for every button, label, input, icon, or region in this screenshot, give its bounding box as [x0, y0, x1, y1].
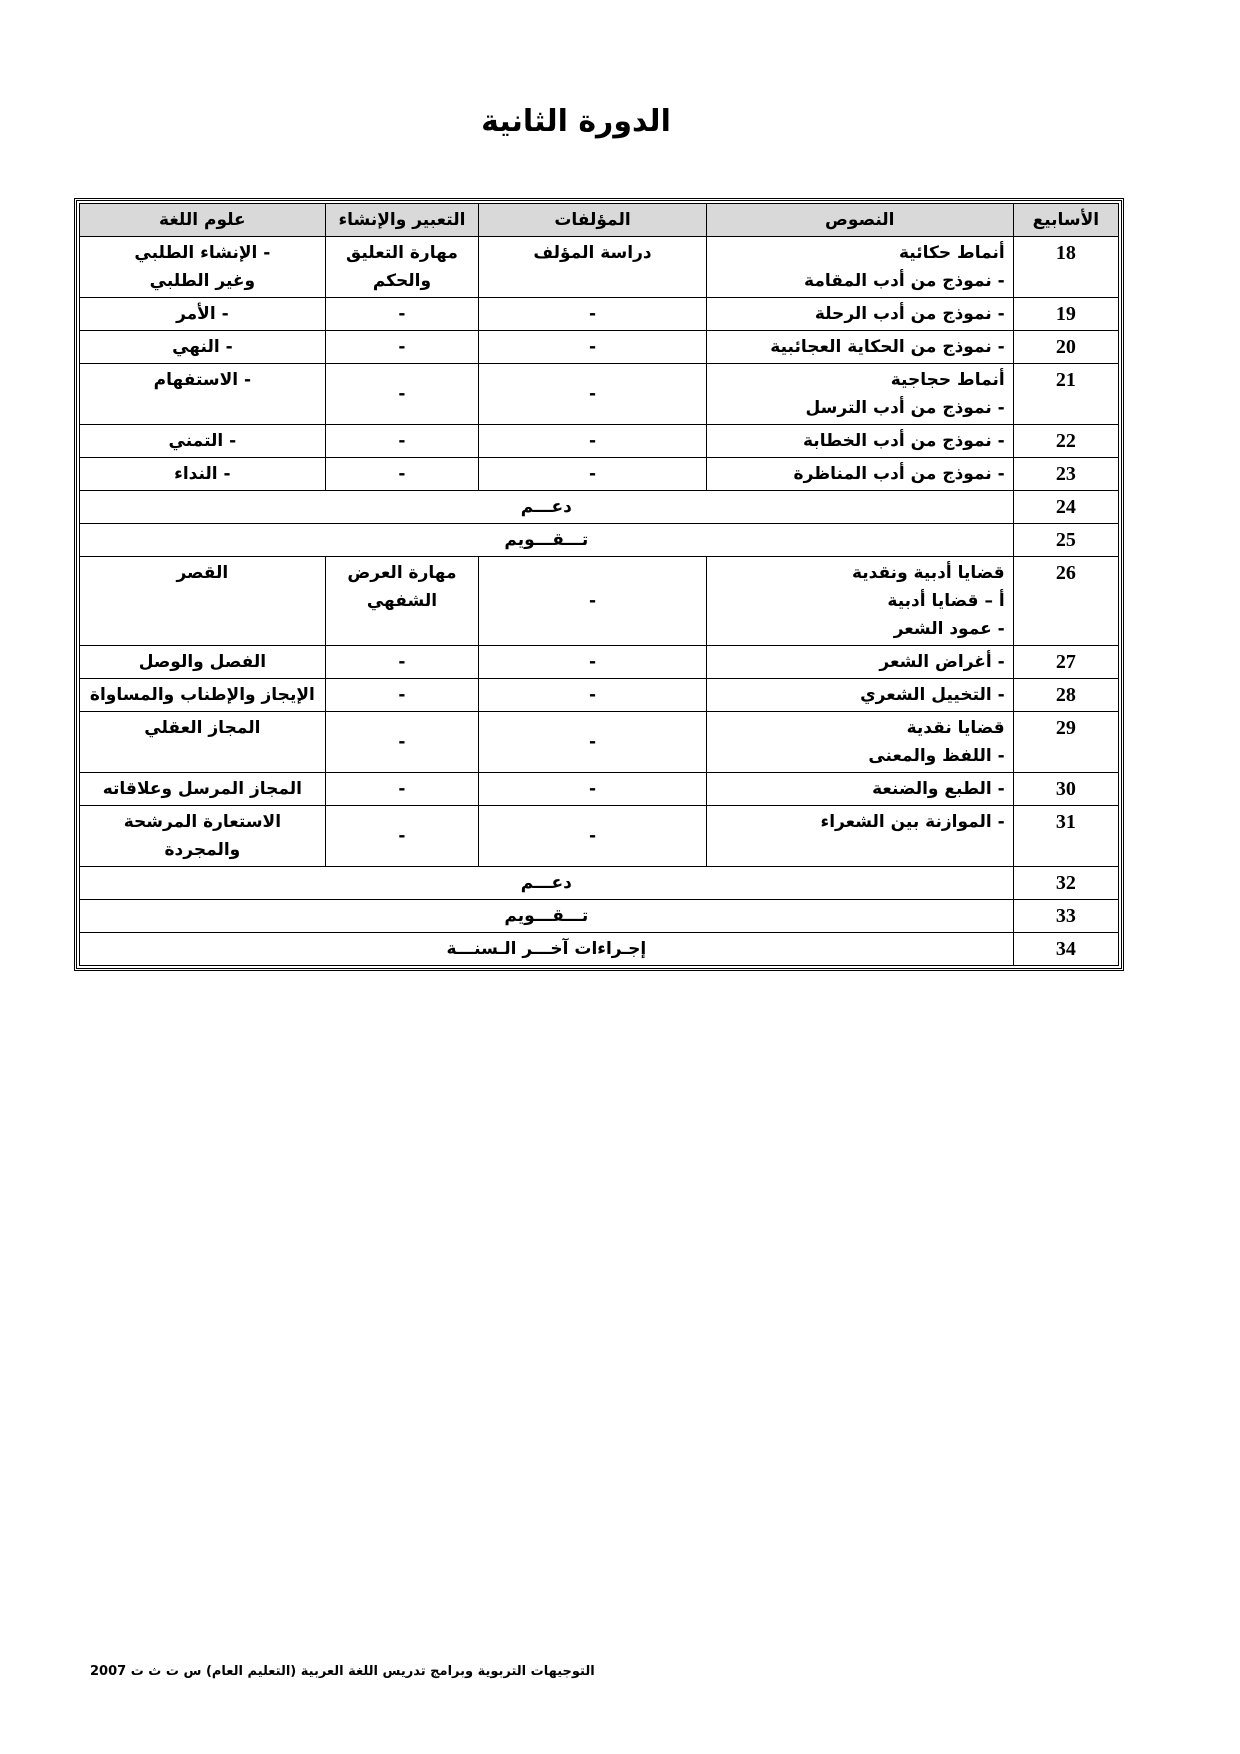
expression-cell: - [324, 772, 480, 806]
language-cell: الإيجاز والإطناب والمساواة [79, 678, 326, 712]
works-cell: - [478, 457, 707, 491]
week-cell: 31 [1012, 805, 1120, 867]
language-cell: المجاز العقلي [79, 711, 326, 773]
works-cell: - [478, 678, 707, 712]
texts-cell: قضايا نقدية - اللفظ والمعنى [705, 711, 1014, 773]
merged-cell: تـــقـــويم [79, 523, 1014, 557]
works-cell: دراسة المؤلف [478, 236, 707, 298]
texts-cell: - نموذج من أدب المناظرة [705, 457, 1014, 491]
week-cell: 28 [1012, 678, 1120, 712]
texts-cell: - نموذج من الحكاية العجائبية [705, 330, 1014, 364]
language-cell: الاستعارة المرشحة والمجردة [79, 805, 326, 867]
table-row: 18 أنماط حكائية - نموذج من أدب المقامة درا… [79, 236, 1120, 298]
language-cell: القصر [79, 556, 326, 646]
table-row: 24 دعـــم [79, 490, 1120, 524]
table-row: 19 - نموذج من أدب الرحلة - - - الأمر [79, 297, 1120, 331]
merged-cell: إجـراءات آخـــر الـسنـــة [79, 932, 1014, 966]
schedule-table: الأسابيع النصوص المؤلفات التعبير والإنشا… [79, 203, 1120, 966]
table-row: 34 إجـراءات آخـــر الـسنـــة [79, 932, 1120, 966]
texts-cell: - نموذج من أدب الخطابة [705, 424, 1014, 458]
texts-cell: - الموازنة بين الشعراء [705, 805, 1014, 867]
header-works: المؤلفات [478, 203, 707, 237]
works-cell: - [478, 330, 707, 364]
table-row: 20 - نموذج من الحكاية العجائبية - - - النهي [79, 330, 1120, 364]
expression-cell: - [324, 805, 480, 867]
table-row: 33 تـــقـــويم [79, 899, 1120, 933]
language-cell: - الإنشاء الطلبي وغير الطلبي [79, 236, 326, 298]
schedule-table-frame: الأسابيع النصوص المؤلفات التعبير والإنشا… [74, 198, 1124, 971]
week-cell: 32 [1012, 866, 1120, 900]
works-cell: - [478, 556, 707, 646]
header-row: الأسابيع النصوص المؤلفات التعبير والإنشا… [79, 203, 1120, 237]
works-cell: - [478, 424, 707, 458]
expression-cell: - [324, 678, 480, 712]
week-cell: 30 [1012, 772, 1120, 806]
expression-cell: - [324, 457, 480, 491]
language-cell: - النداء [79, 457, 326, 491]
language-cell: - التمني [79, 424, 326, 458]
week-cell: 18 [1012, 236, 1120, 298]
language-cell: المجاز المرسل وعلاقاته [79, 772, 326, 806]
page-title: الدورة الثانية [481, 104, 671, 139]
week-cell: 20 [1012, 330, 1120, 364]
texts-cell: - أغراض الشعر [705, 645, 1014, 679]
week-cell: 19 [1012, 297, 1120, 331]
works-cell: - [478, 297, 707, 331]
header-weeks: الأسابيع [1012, 203, 1120, 237]
week-cell: 29 [1012, 711, 1120, 773]
expression-cell: مهارة العرض الشفهي [324, 556, 480, 646]
texts-cell: أنماط حجاجية - نموذج من أدب الترسل [705, 363, 1014, 425]
footer-text: التوجيهات التربوية وبرامج تدريس اللغة ال… [90, 1664, 595, 1679]
week-cell: 24 [1012, 490, 1120, 524]
language-cell: - الأمر [79, 297, 326, 331]
works-cell: - [478, 645, 707, 679]
table-row: 27 - أغراض الشعر - - الفصل والوصل [79, 645, 1120, 679]
header-language: علوم اللغة [79, 203, 326, 237]
language-cell: الفصل والوصل [79, 645, 326, 679]
works-cell: - [478, 711, 707, 773]
header-expression: التعبير والإنشاء [324, 203, 480, 237]
table-row: 28 - التخييل الشعري - - الإيجاز والإطناب وا… [79, 678, 1120, 712]
week-cell: 34 [1012, 932, 1120, 966]
works-cell: - [478, 363, 707, 425]
week-cell: 21 [1012, 363, 1120, 425]
texts-cell: - التخييل الشعري [705, 678, 1014, 712]
week-cell: 23 [1012, 457, 1120, 491]
expression-cell: - [324, 363, 480, 425]
works-cell: - [478, 772, 707, 806]
expression-cell: - [324, 711, 480, 773]
texts-cell: - الطبع والضنعة [705, 772, 1014, 806]
table-row: 25 تـــقـــويم [79, 523, 1120, 557]
merged-cell: تـــقـــويم [79, 899, 1014, 933]
week-cell: 27 [1012, 645, 1120, 679]
works-cell: - [478, 805, 707, 867]
texts-cell: قضايا أدبية ونقدية أ – قضايا أدبية - عمو… [705, 556, 1014, 646]
merged-cell: دعـــم [79, 866, 1014, 900]
texts-cell: أنماط حكائية - نموذج من أدب المقامة [705, 236, 1014, 298]
table-row: 26 قضايا أدبية ونقدية أ – قضايا أدبية - … [79, 556, 1120, 646]
table-row: 21 أنماط حجاجية - نموذج من أدب الترسل - - - … [79, 363, 1120, 425]
table-row: 32 دعـــم [79, 866, 1120, 900]
week-cell: 33 [1012, 899, 1120, 933]
merged-cell: دعـــم [79, 490, 1014, 524]
header-texts: النصوص [705, 203, 1014, 237]
week-cell: 25 [1012, 523, 1120, 557]
table-row: 22 - نموذج من أدب الخطابة - - - التمني [79, 424, 1120, 458]
week-cell: 22 [1012, 424, 1120, 458]
table-row: 23 - نموذج من أدب المناظرة - - - النداء [79, 457, 1120, 491]
expression-cell: - [324, 645, 480, 679]
expression-cell: - [324, 297, 480, 331]
texts-cell: - نموذج من أدب الرحلة [705, 297, 1014, 331]
week-cell: 26 [1012, 556, 1120, 646]
expression-cell: - [324, 424, 480, 458]
table-row: 29 قضايا نقدية - اللفظ والمعنى - - المجاز ا… [79, 711, 1120, 773]
language-cell: - النهي [79, 330, 326, 364]
expression-cell: - [324, 330, 480, 364]
table-row: 30 - الطبع والضنعة - - المجاز المرسل وعلاقا… [79, 772, 1120, 806]
language-cell: - الاستفهام [79, 363, 326, 425]
expression-cell: مهارة التعليق والحكم [324, 236, 480, 298]
table-row: 31 - الموازنة بين الشعراء - - الاستعارة الم… [79, 805, 1120, 867]
